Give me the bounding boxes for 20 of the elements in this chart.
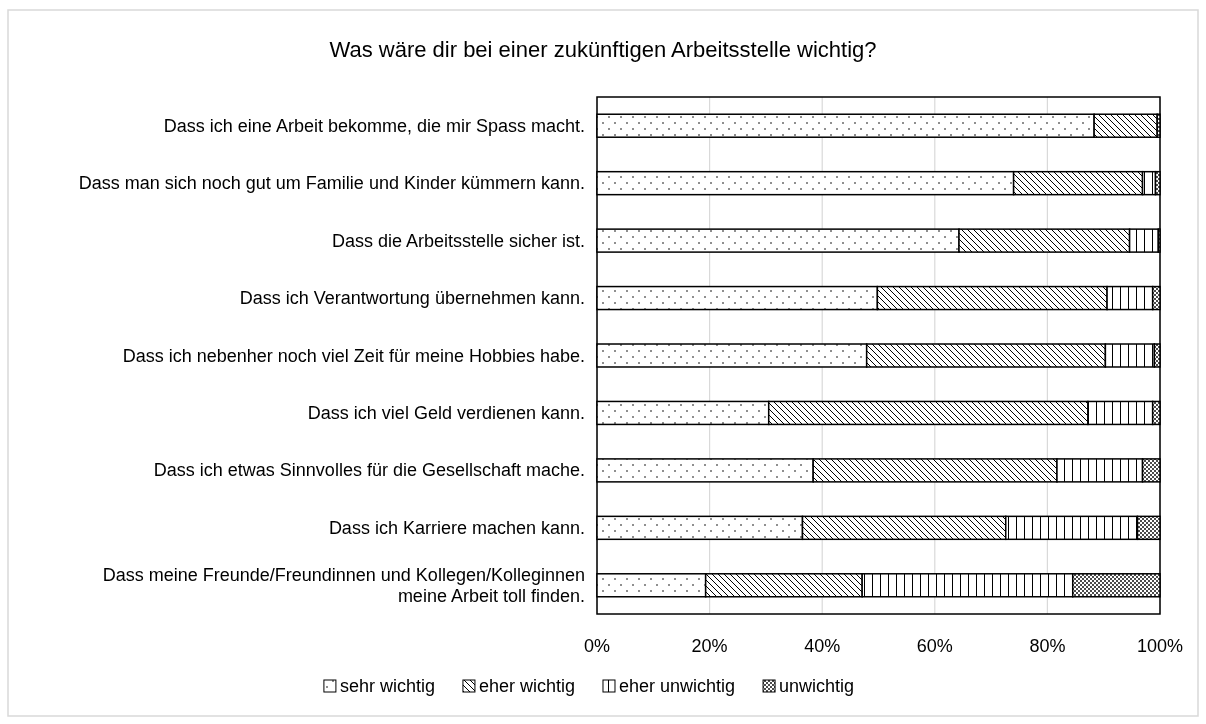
y-tick-label: Dass ich viel Geld verdienen kann. [307,402,585,423]
y-tick-label: Dass ich etwas Sinnvolles für die Gesellschaft mache. [153,460,585,481]
y-tick-label: Dass ich Karriere machen kann. [328,517,585,538]
y-tick-label: Dass ich eine Arbeit bekomme, die mir Spass macht. [163,115,585,136]
x-tick-label: 60% [916,636,953,656]
x-tick-label: 0% [583,636,611,656]
chart-title: Was wäre dir bei einer zukünftigen Arbeitsstelle wichtig? [329,37,877,62]
legend-label: unwichtig [779,676,855,696]
y-tick-label: Dass die Arbeitsstelle sicher ist. [331,230,585,251]
y-tick-label: Dass ich nebenher noch viel Zeit für meine Hobbies habe. [122,345,585,366]
y-tick-label: Dass man sich noch gut um Familie und Kinder kümmern kann. [78,173,585,194]
legend-label: sehr wichtig [339,676,435,696]
y-tick-label: Dass ich Verantwortung übernehmen kann. [239,288,585,309]
y-tick-label: Dass meine Freunde/Freundinnen und Kollegen/Kolleginnen meine Arbeit toll finden. [102,564,585,606]
x-tick-label: 80% [1029,636,1066,656]
x-tick-label: 40% [804,636,841,656]
x-tick-label: 100% [1136,636,1184,656]
x-tick-label: 20% [691,636,728,656]
legend-label: eher wichtig [478,676,575,696]
legend-label: eher unwichtig [618,676,736,696]
